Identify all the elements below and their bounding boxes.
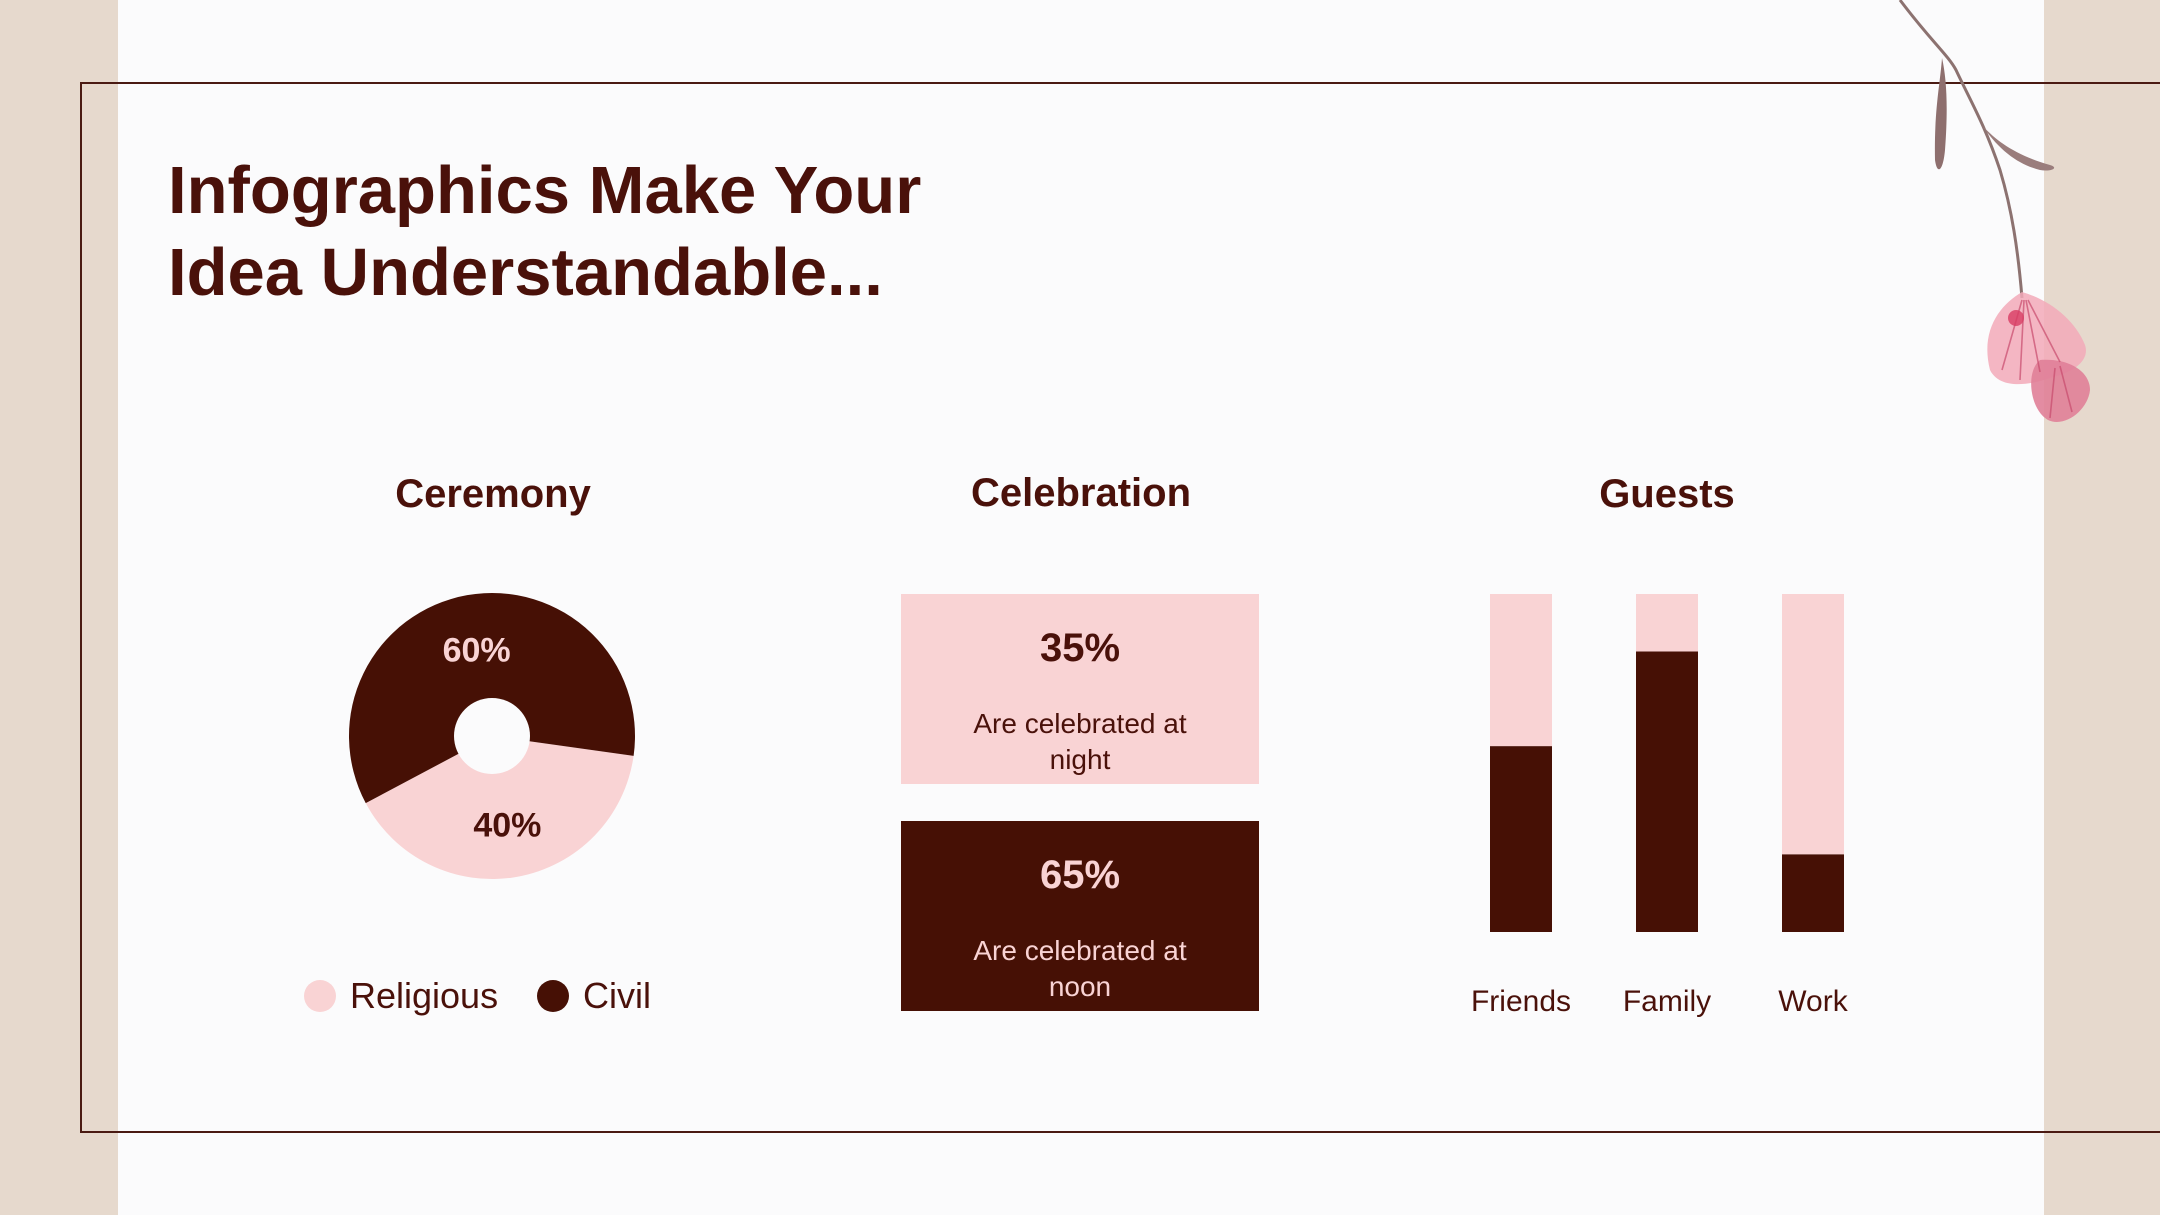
ceremony-donut-chart: 40% 60% [349,593,635,879]
ceremony-title: Ceremony [395,472,591,516]
title-line-1: Infographics Make Your [168,153,922,228]
pie-slice-religious [365,736,634,879]
noon-description-line-1: Are celebrated at [973,935,1187,966]
title-line-2: Idea Understandable... [168,235,883,310]
celebration-night-box: 35% Are celebrated at night [901,594,1259,784]
legend-label-religious: Religious [350,975,499,1016]
pie-label-religious: 40% [473,806,541,844]
slide-frame [80,82,2160,1133]
flower-branch-icon [1898,0,2090,422]
legend-swatch-religious [304,980,336,1012]
legend-label-civil: Civil [583,975,651,1016]
night-description-line-2: night [1049,744,1111,775]
noon-percent: 65% [1039,853,1121,897]
guests-title: Guests [1599,472,1735,516]
celebration-title: Celebration [970,471,1192,515]
noon-description: Are celebrated at noon [921,933,1239,1005]
legend-item-civil: Civil [537,975,651,1017]
pie-label-civil: 60% [443,632,511,670]
legend-item-religious: Religious [304,975,498,1017]
night-percent: 35% [1039,626,1121,670]
night-description: Are celebrated at night [921,706,1239,778]
celebration-noon-box: 65% Are celebrated at noon [901,821,1259,1011]
night-description-line-1: Are celebrated at [973,708,1187,739]
legend-swatch-civil [537,980,569,1012]
noon-description-line-2: noon [1048,971,1112,1002]
page-title: Infographics Make Your Idea Understandab… [168,150,921,314]
donut-hole [454,698,530,774]
